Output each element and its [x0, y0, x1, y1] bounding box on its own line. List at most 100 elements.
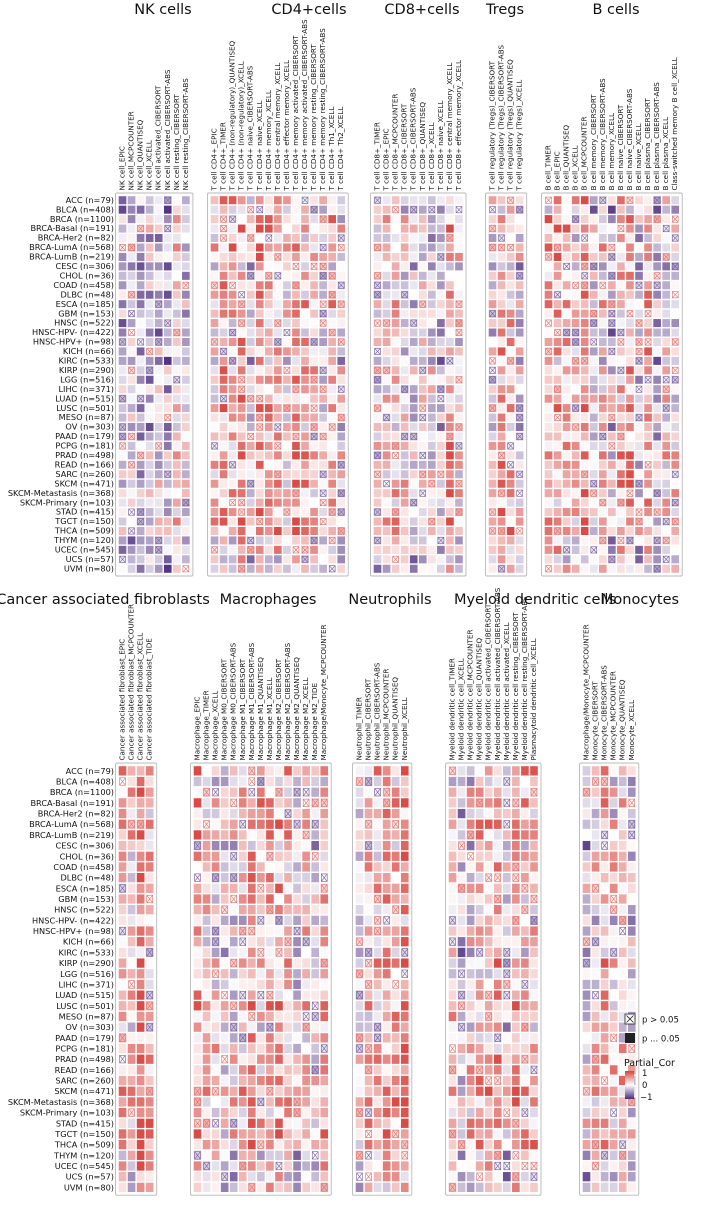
heatmap-cell: [373, 545, 383, 555]
legend-colorbar: [625, 1071, 634, 1099]
heatmap-cell: [661, 516, 671, 527]
heatmap-cell: [497, 545, 507, 555]
heatmap-cell: [488, 497, 498, 508]
heatmap-cell: [627, 1107, 637, 1118]
heatmap-cell: [488, 479, 498, 489]
heatmap-cell: [274, 818, 284, 830]
heatmap-cell: [292, 1032, 302, 1044]
heatmap-cell: [211, 1096, 221, 1108]
heatmap-cell: [117, 979, 128, 990]
heatmap-cell: [355, 1085, 365, 1097]
heatmap-cell: [391, 1139, 401, 1150]
heatmap-cell: [475, 882, 485, 894]
heatmap-cell: [484, 979, 494, 990]
heatmap-cell: [643, 308, 653, 319]
heatmap-cell: [529, 776, 539, 787]
heatmap-cell: [409, 554, 419, 565]
heatmap-cell: [475, 1043, 485, 1054]
heatmap-cell: [228, 356, 238, 366]
heatmap-cell: [616, 479, 626, 489]
heatmap-cell: [301, 1064, 311, 1076]
heatmap-cell: [211, 1000, 221, 1012]
heatmap-cell: [136, 1032, 146, 1044]
heatmap-cell: [627, 861, 637, 873]
heatmap-cell: [301, 925, 311, 937]
heatmap-cell: [145, 1043, 155, 1054]
heatmap-cell: [627, 1149, 637, 1161]
heatmap-cell: [355, 1096, 365, 1108]
heatmap-cell: [247, 818, 257, 830]
heatmap-cell: [373, 356, 383, 366]
heatmap-cell: [283, 1128, 293, 1140]
heatmap-cell: [256, 1053, 266, 1065]
heatmap-cell: [127, 308, 137, 319]
row-label: COAD (n=458): [53, 280, 114, 290]
heatmap-cell: [256, 1043, 266, 1054]
heatmap-cell: [127, 356, 137, 366]
heatmap-cell: [228, 403, 238, 413]
heatmap-cell: [448, 936, 458, 948]
heatmap-cell: [274, 1107, 284, 1118]
heatmap-cell: [193, 979, 203, 990]
heatmap-cell: [520, 1096, 530, 1108]
heatmap-cell: [145, 327, 155, 338]
row-label: STAD (n=415): [56, 507, 114, 517]
column-label: Myeloid dendritic cell_MCPCOUNTER: [466, 630, 475, 761]
column-label: T cell regulatory (Tregs)_XCELL: [515, 80, 524, 192]
heatmap-cell: [607, 384, 617, 394]
heatmap-cell: [400, 554, 410, 565]
heatmap-cell: [373, 818, 383, 830]
heatmap-cell: [607, 337, 617, 347]
heatmap-cell: [310, 1139, 320, 1150]
heatmap-cell: [457, 1171, 467, 1183]
heatmap-cell: [600, 1139, 610, 1150]
heatmap-cell: [265, 882, 275, 894]
heatmap-cell: [581, 1096, 592, 1108]
heatmap-cell: [127, 872, 137, 883]
heatmap-cell: [136, 535, 146, 546]
heatmap-cell: [562, 441, 572, 451]
heatmap-cell: [609, 882, 619, 894]
heatmap-cell: [382, 872, 392, 883]
heatmap-cell: [591, 1075, 601, 1086]
heatmap-cell: [300, 393, 310, 404]
heatmap-cell: [475, 989, 485, 1001]
heatmap-cell: [172, 327, 182, 338]
heatmap-cell: [172, 204, 182, 215]
heatmap-cell: [255, 441, 265, 451]
heatmap-cell: [256, 979, 266, 990]
heatmap-cell: [484, 1043, 494, 1054]
heatmap-cell: [511, 1075, 521, 1086]
heatmap-cell: [255, 497, 265, 508]
heatmap-cell: [202, 882, 212, 894]
heatmap-cell: [580, 516, 590, 527]
heatmap-cell: [364, 882, 374, 894]
heatmap-cell: [488, 554, 498, 565]
heatmap-cell: [127, 299, 137, 309]
row-label: PCPG (n=181): [55, 1044, 114, 1054]
heatmap-cell: [117, 488, 128, 498]
heatmap-cell: [609, 829, 619, 841]
heatmap-cell: [117, 318, 128, 328]
heatmap-cell: [600, 893, 610, 905]
heatmap-cell: [506, 422, 516, 432]
heatmap-cell: [202, 765, 212, 777]
heatmap-cell: [580, 204, 590, 215]
heatmap-cell: [400, 242, 410, 253]
heatmap-cell: [511, 1171, 521, 1183]
heatmap-cell: [210, 280, 220, 290]
heatmap-cell: [488, 526, 498, 536]
heatmap-cell: [529, 1182, 539, 1193]
heatmap-cell: [154, 412, 164, 423]
heatmap-cell: [520, 957, 530, 969]
heatmap-cell: [181, 356, 191, 366]
heatmap-cell: [436, 564, 446, 574]
heatmap-cell: [319, 893, 329, 905]
heatmap-cell: [553, 422, 563, 432]
heatmap-cell: [520, 915, 530, 926]
heatmap-cell: [643, 280, 653, 290]
heatmap-cell: [228, 469, 238, 479]
heatmap-cell: [238, 1182, 248, 1193]
heatmap-cell: [520, 1149, 530, 1161]
heatmap-cell: [553, 441, 563, 451]
